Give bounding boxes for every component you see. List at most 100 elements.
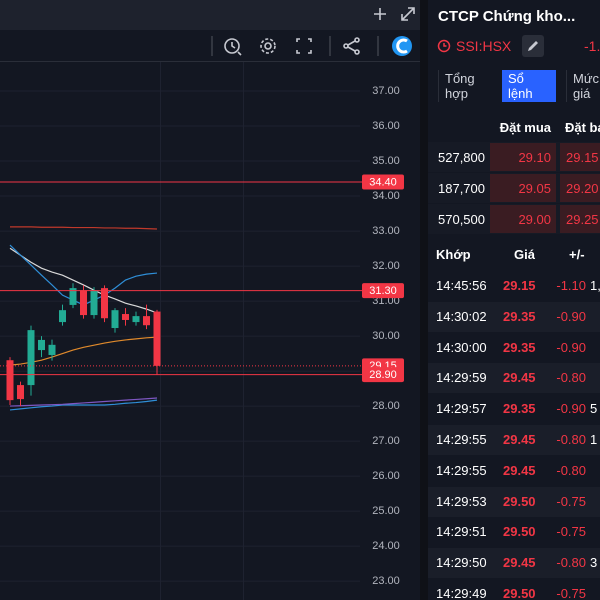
tab[interactable]: Mức giá <box>566 70 600 102</box>
y-tick-label: 37.00 <box>372 85 400 97</box>
match-volume: 1,49 <box>590 278 600 293</box>
tab[interactable]: Tổng hợp <box>438 70 490 102</box>
price-label: 28.90 <box>369 369 397 381</box>
candle-body <box>59 310 66 323</box>
y-tick-label: 35.00 <box>372 155 400 167</box>
candle-body <box>17 385 24 400</box>
tab[interactable]: Sổ lệnh <box>502 70 556 102</box>
indicator-line <box>9 399 158 411</box>
y-tick-label: 23.00 <box>372 575 400 587</box>
y-tick-label: 30.00 <box>372 330 400 342</box>
candle-body <box>69 288 77 305</box>
chart-bg <box>0 0 420 600</box>
match-change: -0.80 <box>556 462 586 478</box>
indicator-line <box>9 247 158 314</box>
candle-body <box>48 344 56 355</box>
candle-body <box>132 316 140 323</box>
candle-body <box>143 316 150 326</box>
price-label-bg <box>362 367 404 383</box>
price-label: 31.30 <box>369 285 397 297</box>
match-volume: 1 <box>590 432 598 447</box>
price-label-bg <box>362 174 404 190</box>
table-header: Khớp <box>436 247 471 262</box>
match-change: -0.80 <box>556 555 586 571</box>
price-label: 34.40 <box>369 176 397 188</box>
match-price: 29.45 <box>503 555 536 571</box>
match-change: -0.75 <box>556 586 586 600</box>
bid-price: 29.05 <box>518 181 551 196</box>
clock-icon <box>437 39 451 53</box>
match-row-bg <box>428 271 600 301</box>
replay-button[interactable] <box>224 38 242 56</box>
match-row-bg <box>428 517 600 548</box>
match-change: -0.90 <box>556 401 586 417</box>
fullscreen-button[interactable] <box>296 38 312 54</box>
match-row-bg <box>428 301 600 332</box>
expand-button[interactable] <box>401 7 415 21</box>
match-row-bg <box>428 363 600 394</box>
match-row-bg <box>428 486 600 517</box>
y-tick-label: 36.00 <box>372 120 400 132</box>
match-change: -0.80 <box>556 370 586 386</box>
match-price: 29.50 <box>503 524 536 540</box>
add-button[interactable] <box>374 8 386 20</box>
match-time: 14:30:00 <box>436 339 487 355</box>
match-time: 14:29:53 <box>436 493 487 509</box>
table-header: +/- <box>569 247 585 262</box>
settings-button[interactable] <box>260 38 276 54</box>
match-price: 29.45 <box>503 432 536 447</box>
y-tick-label: 24.00 <box>372 540 400 552</box>
table-header: Đặt bá <box>565 120 600 135</box>
candle-body <box>90 290 98 316</box>
match-row-bg <box>428 425 600 455</box>
share-button[interactable] <box>343 37 360 55</box>
candle-body <box>153 311 161 366</box>
chart-pane: 37.0036.0035.0034.0033.0032.0031.0030.00… <box>0 0 420 600</box>
match-time: 14:30:02 <box>436 308 487 324</box>
match-price: 29.35 <box>503 339 536 355</box>
ask-bar <box>560 205 600 233</box>
candle-body <box>111 310 119 329</box>
y-tick-label: 26.00 <box>372 470 400 482</box>
bid-bar <box>490 143 556 171</box>
table-header: Giá <box>514 247 535 262</box>
bid-volume: 187,700 <box>438 181 485 196</box>
side-panel: CTCP Chứng kho... SSI:HSX -1. Tổng hợp Sổ lệ… <box>428 0 600 600</box>
candle-body <box>122 314 129 320</box>
table-header: Đặt mua <box>499 120 551 135</box>
candle-body <box>80 290 87 316</box>
match-time: 14:29:50 <box>436 555 487 571</box>
match-price: 29.50 <box>503 493 536 509</box>
symbol: SSI:HSX <box>456 38 512 54</box>
ask-bar <box>560 143 600 171</box>
match-change: -1.10 <box>556 278 586 293</box>
match-change: -0.80 <box>556 432 586 447</box>
bid-bar <box>490 174 556 202</box>
match-price: 29.45 <box>503 462 536 478</box>
match-row-bg <box>428 332 600 363</box>
match-time: 14:29:57 <box>436 401 487 417</box>
match-volume: 5 <box>590 401 598 417</box>
match-change: -0.75 <box>556 493 586 509</box>
top-bar <box>0 0 420 30</box>
logo[interactable] <box>392 36 412 56</box>
ask-price: 29.15 <box>566 150 599 165</box>
bid-bar <box>490 205 556 233</box>
ask-price: 29.20 <box>566 181 599 196</box>
candle-body <box>38 339 45 351</box>
ask-price: 29.25 <box>566 212 599 227</box>
match-change: -0.90 <box>556 308 586 324</box>
match-price: 29.35 <box>503 401 536 417</box>
match-time: 14:29:51 <box>436 524 487 540</box>
price-change: -1. <box>584 38 600 54</box>
price-label-bg <box>362 283 404 299</box>
bid-volume: 527,800 <box>438 150 485 165</box>
y-tick-label: 25.00 <box>372 505 400 517</box>
match-volume: 3 <box>590 555 598 571</box>
candle-body <box>27 330 35 386</box>
y-tick-label: 28.00 <box>372 400 400 412</box>
bid-price: 29.10 <box>518 150 551 165</box>
edit-button[interactable] <box>522 35 544 57</box>
grid <box>0 90 360 582</box>
